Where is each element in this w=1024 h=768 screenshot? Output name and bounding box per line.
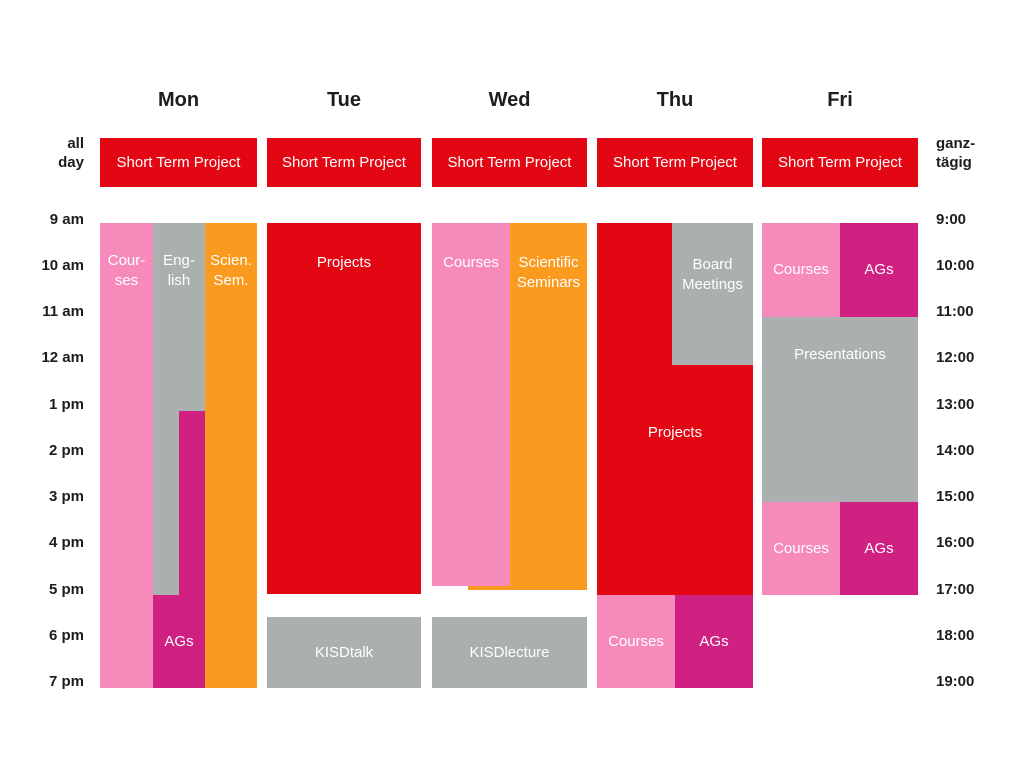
allday-bar-tue: Short Term Project <box>267 138 421 187</box>
tick-left-6pm: 6 pm <box>48 627 84 644</box>
tick-left-12am: 12 am <box>41 349 84 366</box>
tick-left-7pm: 7 pm <box>48 673 84 690</box>
event-wed-kisdlecture-label: KISDlecture <box>469 643 550 661</box>
event-fri-courses-am: Courses <box>762 223 840 317</box>
day-header-wed: Wed <box>488 89 531 111</box>
event-mon-ags: AGs <box>153 595 205 688</box>
tick-right-1500: 15:00 <box>936 488 975 505</box>
event-tue-kisdtalk: KISDtalk <box>267 617 421 688</box>
event-thu-ags: AGs <box>675 595 753 688</box>
event-fri-courses-pm: Courses <box>762 502 840 595</box>
tick-right-1700: 17:00 <box>936 581 975 598</box>
tick-right-1400: 14:00 <box>936 442 975 459</box>
event-wed-courses-label: Courses <box>443 254 499 271</box>
allday-bar-wed-label: Short Term Project <box>447 154 572 171</box>
tick-left-3pm: 3 pm <box>48 488 84 505</box>
event-mon-english-line1: Eng- <box>163 252 195 269</box>
allday-bar-wed: Short Term Project <box>432 138 587 187</box>
day-header-tue: Tue <box>326 89 362 111</box>
event-wed-scientific-seminars-line2: Seminars <box>516 274 581 291</box>
all-day-label-left-line2: day <box>58 154 84 171</box>
event-fri-courses-pm-label: Courses <box>773 539 829 557</box>
event-thu-courses-label: Courses <box>608 632 664 650</box>
all-day-label-left: all day <box>0 134 84 172</box>
tick-right-1000: 10:00 <box>936 257 975 274</box>
tick-left-4pm: 4 pm <box>48 534 84 551</box>
event-mon-ags-label: AGs <box>164 632 194 650</box>
event-thu-board-meetings: Board Meetings <box>672 223 753 365</box>
tick-left-10am: 10 am <box>41 257 84 274</box>
tick-right-1100: 11:00 <box>936 303 974 320</box>
event-tue-kisdtalk-label: KISDtalk <box>314 643 374 661</box>
all-day-label-right-line1: ganz- <box>936 135 976 152</box>
event-thu-projects-label: Projects <box>647 424 703 441</box>
allday-bar-thu-label: Short Term Project <box>613 154 737 171</box>
event-wed-scientific-seminars-line1: Scientific <box>518 254 579 271</box>
event-thu-ags-label: AGs <box>699 632 729 650</box>
event-tue-projects-label: Projects <box>316 254 372 271</box>
allday-bar-thu: Short Term Project <box>597 138 753 187</box>
tick-right-1800: 18:00 <box>936 627 975 644</box>
tick-left-5pm: 5 pm <box>48 581 84 598</box>
event-mon-courses-line1: Cour- <box>107 252 146 269</box>
all-day-label-left-line1: all <box>67 135 84 152</box>
day-header-thu: Thu <box>656 89 694 111</box>
tick-right-1300: 13:00 <box>936 396 975 413</box>
event-mon-courses: Cour- ses <box>100 223 153 688</box>
event-mon-scien-sem: Scien. Sem. <box>205 223 257 688</box>
event-mon-ags-strip <box>179 411 205 595</box>
event-fri-presentations: Presentations <box>762 317 918 502</box>
event-wed-courses: Courses <box>432 223 510 586</box>
event-thu-board-meetings-line2: Meetings <box>682 276 743 293</box>
event-mon-scien-sem-line2: Sem. <box>213 272 249 289</box>
allday-bar-mon: Short Term Project <box>100 138 257 187</box>
day-header-fri: Fri <box>827 89 853 111</box>
tick-right-1900: 19:00 <box>936 673 975 690</box>
allday-bar-fri-label: Short Term Project <box>778 154 902 171</box>
tick-right-1600: 16:00 <box>936 534 975 551</box>
day-header-mon: Mon <box>157 89 200 111</box>
allday-bar-mon-label: Short Term Project <box>116 154 241 171</box>
event-fri-presentations-label: Presentations <box>794 346 886 363</box>
event-fri-ags-am-label: AGs <box>864 261 894 278</box>
event-fri-ags-pm-label: AGs <box>864 539 894 557</box>
allday-bar-tue-label: Short Term Project <box>282 154 406 171</box>
tick-right-0900: 9:00 <box>936 211 967 228</box>
allday-bar-fri: Short Term Project <box>762 138 918 187</box>
tick-left-11am: 11 am <box>42 303 84 320</box>
all-day-label-right-line2: tägig <box>936 154 972 171</box>
event-fri-ags-pm: AGs <box>840 502 918 595</box>
event-wed-scientific-seminars: Scientific Seminars <box>510 223 587 590</box>
tick-left-1pm: 1 pm <box>48 396 84 413</box>
all-day-label-right: ganz- tägig <box>936 134 1020 172</box>
event-fri-ags-am: AGs <box>840 223 918 317</box>
event-thu-board-meetings-line1: Board <box>692 256 733 273</box>
tick-right-1200: 12:00 <box>936 349 975 366</box>
event-wed-kisdlecture: KISDlecture <box>432 617 587 688</box>
event-fri-courses-am-label: Courses <box>773 261 829 278</box>
event-mon-courses-line2: ses <box>114 272 139 289</box>
tick-left-9am: 9 am <box>49 211 84 228</box>
event-mon-english-line2: lish <box>167 272 191 289</box>
event-thu-courses: Courses <box>597 595 675 688</box>
event-tue-projects: Projects <box>267 223 421 594</box>
event-wed-orange-sliver <box>468 586 510 590</box>
tick-left-2pm: 2 pm <box>48 442 84 459</box>
event-mon-scien-sem-line1: Scien. <box>210 252 252 269</box>
